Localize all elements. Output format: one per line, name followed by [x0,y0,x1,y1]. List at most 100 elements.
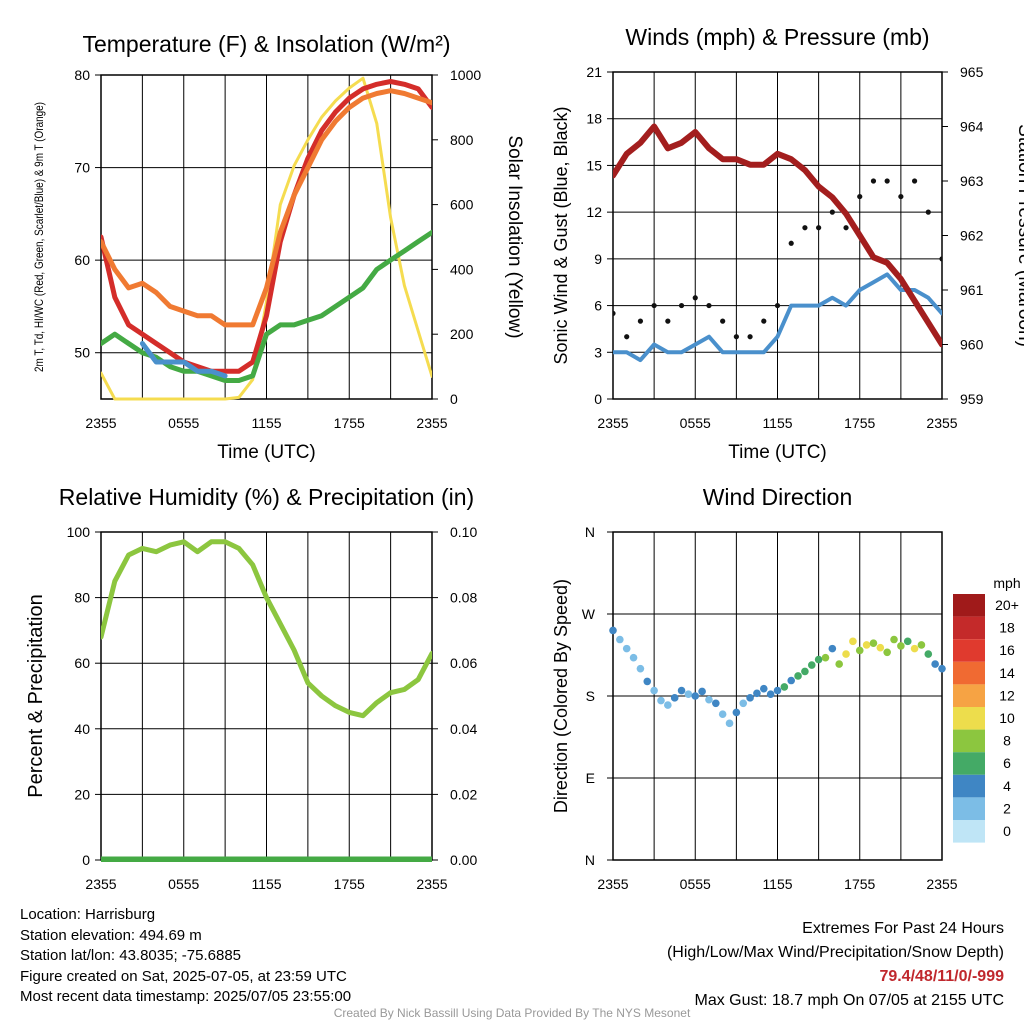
y2-tick-label: 0.04 [450,721,477,737]
data-timestamp: Most recent data timestamp: 2025/07/05 2… [20,988,352,1005]
legend-label: 14 [999,665,1015,681]
gust-point [843,225,849,231]
y-tick-label: 40 [74,721,90,737]
y2-tick-label: 0.06 [450,655,477,671]
x-tick-label: 2355 [85,415,116,431]
extremes-panel: Extremes For Past 24 Hours (High/Low/Max… [667,917,1004,1013]
y-tick-label: 60 [74,252,90,268]
direction-point [897,642,905,650]
chart-title: Temperature (F) & Insolation (W/m²) [82,31,450,57]
gust-point [651,302,657,309]
chart-rh: Relative Humidity (%) & Precipitation (i… [25,484,477,892]
direction-point [684,690,693,698]
y-tick-label: 18 [586,111,602,127]
gust-point [870,178,877,184]
direction-point [732,708,741,717]
gust-point [911,178,918,184]
y2-tick-label: 600 [450,197,474,213]
y2-tick-label: 0 [450,391,458,407]
direction-point [890,635,898,644]
direction-point [759,684,768,693]
y-tick-label: W [582,606,596,622]
y-tick-label: 0 [82,852,90,868]
direction-point [766,690,775,698]
x-axis-title: Time (UTC) [728,442,827,463]
gust-point [884,178,890,184]
y-tick-label: 21 [586,64,602,80]
x-tick-label: 2355 [416,415,447,431]
gust-point [898,193,904,200]
y-axis-title: Sonic Wind & Gust (Blue, Black) [551,106,571,364]
x-axis-title: Time (UTC) [217,442,316,463]
legend-label: 0 [1003,823,1011,839]
direction-point [677,686,686,695]
direction-point [718,710,727,719]
gust-point [747,334,753,340]
direction-point [903,637,912,646]
gust-point [939,256,942,262]
gust-point [720,318,726,324]
y2-tick-label: 0.02 [450,786,477,802]
x-tick-label: 0555 [168,415,199,431]
extremes-title: Extremes For Past 24 Hours [802,920,1004,937]
direction-point [801,667,809,676]
direction-point [855,646,864,655]
direction-point [622,644,631,653]
y-tick-label: 12 [586,204,602,220]
y2-tick-label: 0.08 [450,590,477,606]
series-line-0 [101,79,432,374]
legend-swatch [953,774,985,798]
x-tick-label: 2355 [597,415,628,431]
direction-point [698,687,706,696]
x-tick-label: 1755 [334,876,365,892]
gust-point [829,209,835,215]
series-line-0 [101,539,432,719]
y-tick-label: 9 [594,251,602,267]
series-group [101,76,432,401]
series-line-2 [101,229,432,383]
legend-label: 10 [999,710,1015,726]
direction-point [828,644,837,653]
x-tick-label: 0555 [168,876,199,892]
direction-point [794,672,802,680]
series-group [101,539,432,862]
y-tick-label: 6 [594,298,602,314]
direction-point [712,699,720,708]
direction-point [876,643,885,652]
direction-point [835,660,843,668]
insolation-line [101,76,432,401]
y2-tick-label: 961 [960,282,984,298]
legend-swatch [953,752,985,775]
y2-tick-label: 963 [960,173,984,189]
y2-tick-label: 200 [450,326,474,342]
chart-temp: Temperature (F) & Insolation (W/m²)2355 0… [32,31,525,463]
legend-label: 16 [999,642,1015,658]
direction-point [705,695,713,704]
direction-point [657,696,665,705]
direction-point [931,660,939,668]
direction-point [670,694,679,702]
x-tick-label: 0555 [680,415,711,431]
x-tick-label: 2355 [416,876,447,892]
x-tick-label: 2355 [926,876,957,892]
direction-point [787,676,796,685]
y-axis-title: Percent & Precipitation [25,594,47,797]
legend-label: 6 [1003,755,1011,771]
direction-point [938,664,946,673]
y-tick-label: 0 [594,391,602,407]
y2-tick-label: 962 [960,228,984,244]
direction-point [616,635,624,644]
gust-point [857,193,863,200]
series-line-3 [139,341,228,379]
x-tick-label: 2355 [85,876,116,892]
x-tick-label: 2355 [597,876,628,892]
y-tick-label: 15 [586,157,602,173]
legend-label: 2 [1003,800,1011,816]
legend-swatch [953,594,985,617]
y-tick-label: 50 [74,345,90,361]
extremes-values: 79.4/48/11/0/-999 [879,968,1004,985]
direction-point [814,655,823,664]
y-tick-label: 3 [594,344,602,360]
y2-tick-label: 0.00 [450,852,477,868]
y-tick-label: N [585,524,595,540]
